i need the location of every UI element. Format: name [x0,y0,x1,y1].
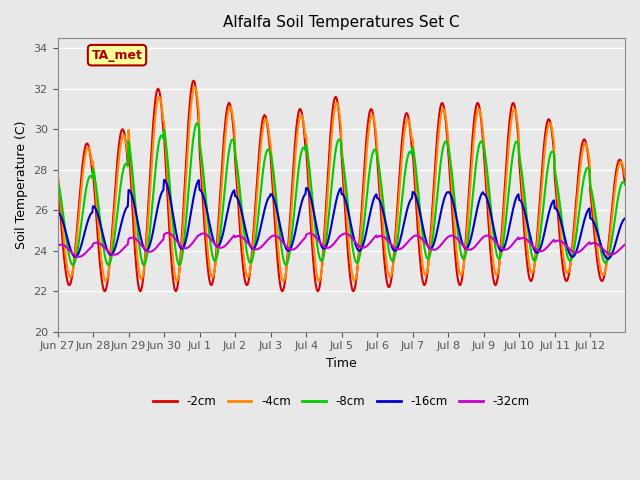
Line: -32cm: -32cm [58,233,625,257]
-32cm [401,242,409,248]
-32cm [121,244,129,250]
-16cm [604,256,612,262]
-32cm [276,236,284,241]
-8cm [276,228,284,234]
-32cm [54,243,61,249]
-16cm [160,177,168,183]
Title: Alfalfa Soil Temperatures Set C: Alfalfa Soil Temperatures Set C [223,15,460,30]
-4cm [254,178,262,183]
-2cm [433,134,441,140]
Line: -4cm: -4cm [58,87,625,281]
-4cm [102,278,109,284]
-2cm [401,113,409,119]
-32cm [75,254,83,260]
-2cm [54,177,61,183]
-2cm [101,288,109,294]
-4cm [621,174,629,180]
-16cm [401,218,408,224]
-8cm [254,216,262,221]
-16cm [120,210,128,216]
Y-axis label: Soil Temperature (C): Soil Temperature (C) [15,120,28,249]
Line: -2cm: -2cm [58,81,625,291]
-32cm [621,242,629,248]
-32cm [254,246,262,252]
-4cm [276,259,284,265]
-16cm [621,216,629,221]
Line: -8cm: -8cm [58,123,625,265]
-16cm [54,209,61,215]
-8cm [121,162,129,168]
-2cm [254,163,262,169]
-16cm [275,216,283,222]
-2cm [621,181,629,187]
-8cm [401,168,409,174]
Text: TA_met: TA_met [92,48,143,61]
-2cm [226,101,234,107]
-8cm [621,181,629,187]
Line: -16cm: -16cm [58,180,625,259]
-32cm [433,246,441,252]
-8cm [69,262,77,268]
-4cm [401,123,409,129]
-16cm [225,201,233,207]
-2cm [190,78,198,84]
-32cm [164,230,172,236]
-4cm [54,168,61,174]
-2cm [121,133,129,139]
-8cm [226,143,234,149]
X-axis label: Time: Time [326,357,356,370]
-8cm [433,194,441,200]
-4cm [433,150,441,156]
-4cm [191,84,198,90]
-16cm [433,232,440,238]
-16cm [253,238,261,244]
-4cm [226,104,234,110]
Legend: -2cm, -4cm, -8cm, -16cm, -32cm: -2cm, -4cm, -8cm, -16cm, -32cm [148,390,534,413]
-8cm [193,120,201,126]
-8cm [54,177,61,183]
-32cm [226,238,234,243]
-4cm [121,134,129,140]
-2cm [276,277,284,283]
